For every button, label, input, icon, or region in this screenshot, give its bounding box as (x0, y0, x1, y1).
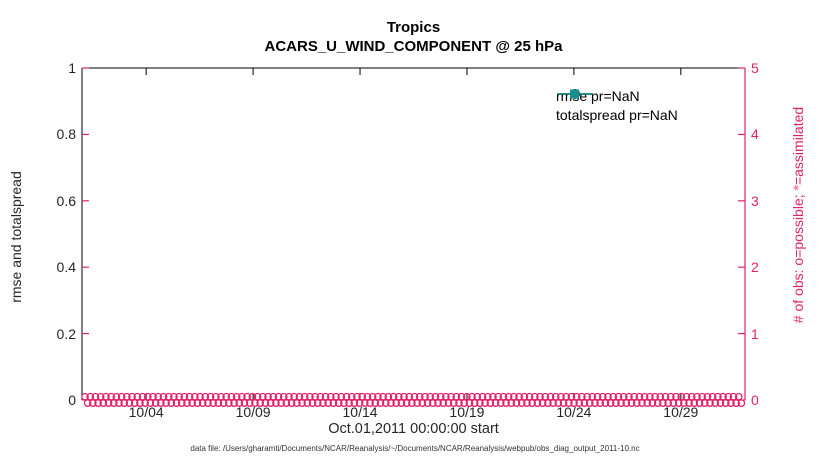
y-tick-label-left: 0 (68, 392, 76, 408)
x-tick-label: 10/24 (556, 404, 592, 420)
plot-title: Tropics ACARS_U_WIND_COMPONENT @ 25 hPa (82, 18, 745, 57)
x-tick-label: 10/29 (663, 404, 699, 420)
y-tick-label-right: 1 (751, 325, 759, 342)
y-tick-label-right: 5 (751, 60, 759, 76)
x-tick-label: 10/09 (235, 404, 271, 420)
totalspread-line-sample (557, 89, 593, 99)
x-axis-label: Oct.01,2011 00:00:00 start (328, 421, 499, 437)
x-tick-label: 10/14 (342, 404, 378, 420)
x-tick-label: 10/04 (128, 404, 164, 420)
y-tick-label-left: 0.8 (56, 126, 76, 143)
legend-label-totalspread: totalspread pr=NaN (556, 106, 678, 123)
legend-entry-totalspread: totalspread pr=NaN (556, 89, 678, 124)
y-tick-label-right: 3 (751, 192, 759, 209)
totalspread-square-marker (570, 89, 579, 99)
title-variable: ACARS_U_WIND_COMPONENT @ 25 hPa (264, 38, 563, 55)
data-file-footer: data file: /Users/gharamti/Documents/NCA… (190, 444, 640, 453)
y-tick-label-right: 4 (751, 126, 759, 143)
y-tick-label-left: 0.2 (56, 325, 76, 342)
legend: rmse pr=NaN totalspread pr=NaN (556, 86, 678, 124)
y-tick-label-left: 1 (68, 60, 76, 76)
y-tick-label-left: 0.4 (56, 259, 76, 276)
title-region: Tropics (386, 19, 441, 36)
x-tick-label: 10/19 (449, 404, 485, 420)
y-tick-label-right: 0 (751, 392, 759, 408)
y-tick-label-right: 2 (751, 259, 759, 276)
y-tick-label-left: 0.6 (56, 192, 76, 209)
